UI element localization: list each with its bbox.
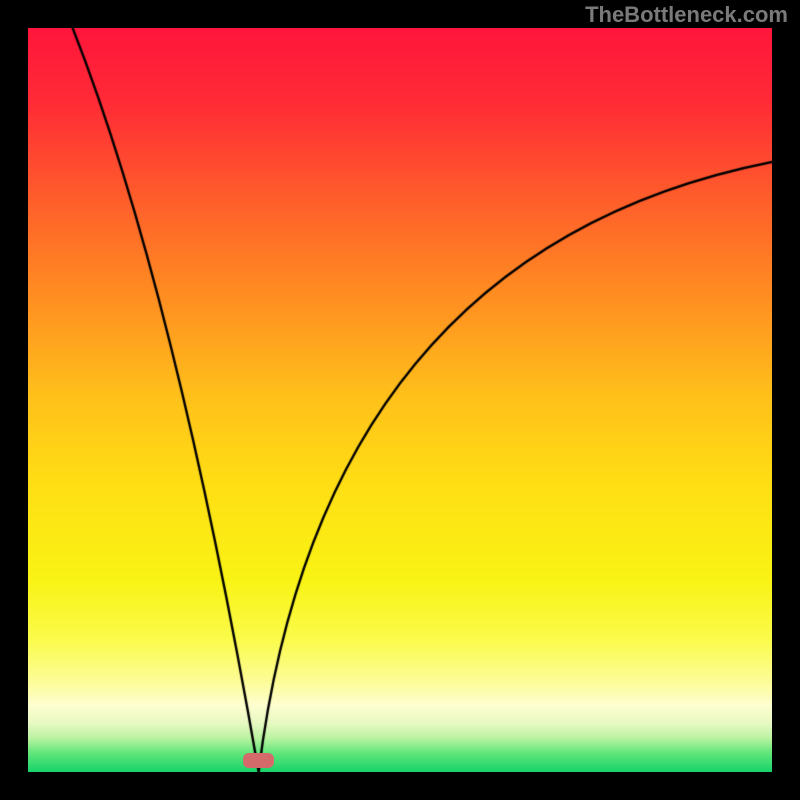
plot-area: [28, 28, 772, 772]
chart-stage: TheBottleneck.com: [0, 0, 800, 800]
watermark-text: TheBottleneck.com: [585, 2, 788, 28]
plot-canvas: [28, 28, 772, 772]
notch-marker: [243, 753, 274, 768]
